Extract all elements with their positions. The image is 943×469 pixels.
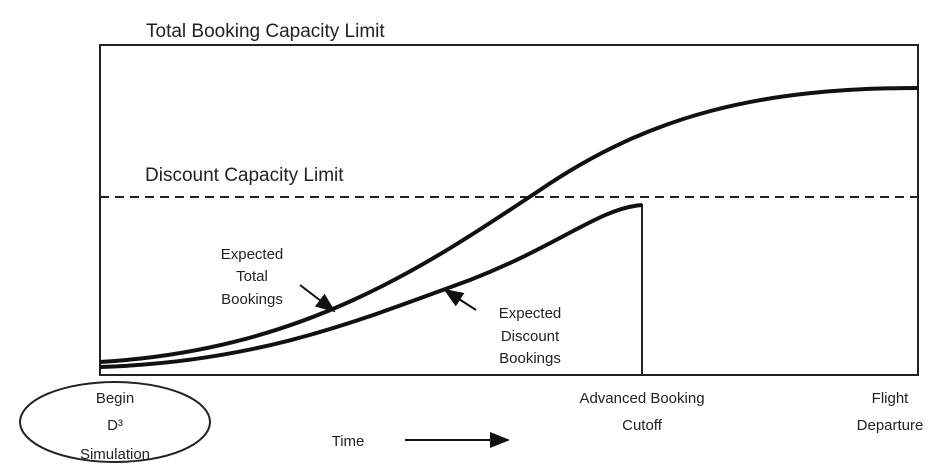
label: Cutoff	[622, 417, 663, 434]
label: Advanced Booking	[579, 390, 704, 407]
discount-limit-label: Discount Capacity Limit	[145, 165, 344, 186]
label: Expected	[221, 246, 284, 263]
label: Bookings	[221, 291, 283, 308]
label: Departure	[857, 417, 924, 434]
begin-ellipse	[19, 381, 211, 463]
title: Total Booking Capacity Limit	[146, 21, 385, 42]
label: Bookings	[499, 350, 561, 367]
label: Total	[236, 268, 268, 285]
label: Simulation	[80, 446, 150, 463]
label: Begin	[96, 390, 134, 407]
discount-curve	[99, 203, 643, 369]
label: Flight	[872, 390, 910, 407]
label: D³	[107, 417, 123, 434]
time-label: Time	[332, 433, 365, 450]
label: Expected	[499, 305, 562, 322]
label: Discount	[501, 328, 560, 345]
arrow	[299, 284, 336, 313]
total-curve	[99, 86, 919, 364]
arrow	[443, 288, 477, 311]
frame	[99, 44, 919, 376]
